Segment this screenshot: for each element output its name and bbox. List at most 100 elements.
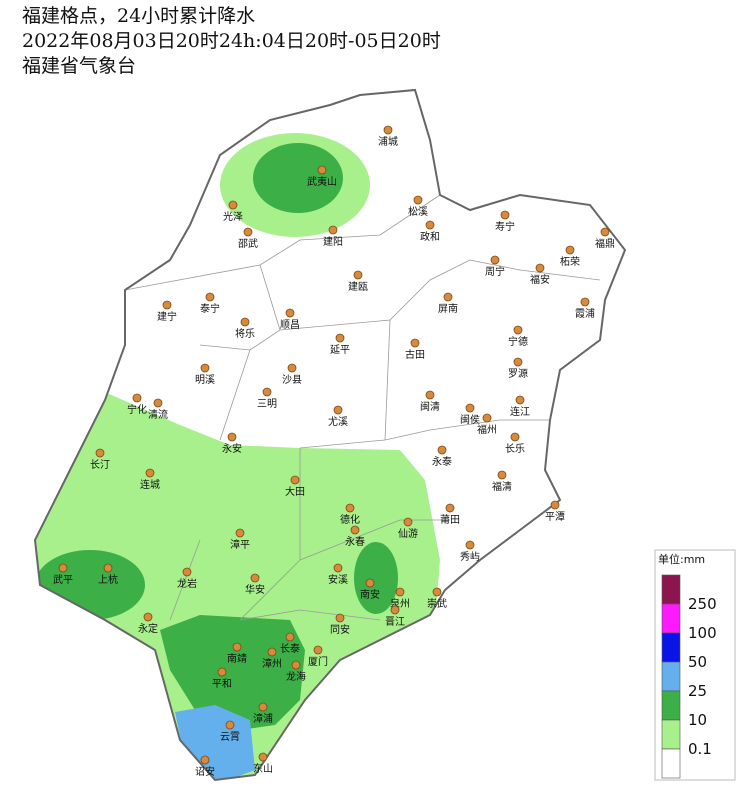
rain-moderate <box>160 615 305 730</box>
province-border <box>33 88 627 782</box>
city-label: 沙县 <box>282 374 302 386</box>
city-dot <box>345 503 355 513</box>
city-dot <box>550 500 560 510</box>
city-label: 武平 <box>53 573 73 586</box>
city-dot <box>390 605 400 615</box>
city-label: 连城 <box>140 478 160 491</box>
city-label: 政和 <box>420 230 440 243</box>
city-label: 平潭 <box>545 511 565 523</box>
city-label: 寿宁 <box>495 220 515 233</box>
city-label: 建瓯 <box>348 280 368 293</box>
issuer: 福建省气象台 <box>22 55 137 77</box>
legend-swatch <box>661 603 681 634</box>
city-label: 宁化 <box>127 403 147 416</box>
city-dot <box>403 517 413 527</box>
city-label: 泰宁 <box>200 302 220 315</box>
city-dot <box>145 468 155 478</box>
city-label: 福清 <box>492 480 512 493</box>
city-dot <box>132 393 142 403</box>
legend-swatch <box>661 719 681 750</box>
city-dot <box>333 405 343 415</box>
title: 福建格点，24小时累计降水 <box>22 5 256 27</box>
city-dot <box>425 220 435 230</box>
city-dot <box>350 525 360 535</box>
city-dot <box>227 432 237 442</box>
legend-swatch <box>661 690 681 721</box>
city-dot <box>258 702 268 712</box>
city-label: 建宁 <box>157 310 177 323</box>
city-label: 莆田 <box>440 513 460 526</box>
city-dot <box>250 573 260 583</box>
city-dot <box>353 270 363 280</box>
city-label: 周宁 <box>485 265 505 278</box>
city-label: 福鼎 <box>595 237 615 250</box>
city-label: 武夷山 <box>307 175 337 188</box>
city-label: 厦门 <box>308 655 328 668</box>
city-dot <box>482 413 492 423</box>
legend-label: 0.1 <box>688 740 712 758</box>
city-label: 漳平 <box>230 538 250 551</box>
rain-moderate <box>35 550 145 620</box>
city-dot <box>240 317 250 327</box>
city-label: 清流 <box>148 408 168 421</box>
city-label: 漳浦 <box>253 712 273 725</box>
city-dot <box>465 540 475 550</box>
legend-label: 10 <box>688 711 707 729</box>
city-label: 龙岩 <box>177 577 197 590</box>
city-label: 浦城 <box>378 135 398 148</box>
city-dot <box>490 255 500 265</box>
city-label: 闽侯 <box>460 413 480 426</box>
city-dot <box>143 612 153 622</box>
city-label: 安溪 <box>328 573 348 586</box>
city-label: 崇武 <box>427 597 447 610</box>
city-dot <box>58 563 68 573</box>
city-dot <box>290 475 300 485</box>
city-label: 龙海 <box>286 670 306 683</box>
city-dot <box>95 448 105 458</box>
city-dot <box>162 300 172 310</box>
city-dot <box>313 645 323 655</box>
city-dot <box>443 292 453 302</box>
city-label: 延平 <box>330 344 350 356</box>
legend-label: 50 <box>688 653 707 671</box>
city-label: 东山 <box>253 762 273 775</box>
city-label: 秀屿 <box>460 551 480 563</box>
city-dot <box>437 445 447 455</box>
city-label: 宁德 <box>508 335 528 348</box>
city-dot <box>465 403 475 413</box>
city-dot <box>328 225 338 235</box>
city-dot <box>500 210 510 220</box>
city-dot <box>285 308 295 318</box>
city-dot <box>535 263 545 273</box>
city-dot <box>225 720 235 730</box>
header: 福建格点，24小时累计降水 2022年08月03日20时24h:04日20时-0… <box>22 4 441 79</box>
city-dot <box>232 642 242 652</box>
city-label: 连江 <box>510 405 530 418</box>
city-label: 建阳 <box>323 235 343 248</box>
city-dot <box>515 395 525 405</box>
legend-swatch <box>661 632 681 663</box>
city-label: 柘荣 <box>560 255 580 268</box>
city-dot <box>287 363 297 373</box>
city-dot <box>285 632 295 642</box>
city-dot <box>600 227 610 237</box>
city-dot <box>317 165 327 175</box>
rain-moderate <box>354 542 398 614</box>
legend-label: 25 <box>688 682 707 700</box>
city-label: 古田 <box>405 348 425 361</box>
city-label: 松溪 <box>408 205 428 218</box>
city-dot <box>425 390 435 400</box>
city-label: 福州 <box>477 423 497 436</box>
city-dot <box>580 297 590 307</box>
city-dot <box>228 200 238 210</box>
city-label: 三明 <box>257 398 277 410</box>
city-dot <box>335 333 345 343</box>
city-dot <box>497 470 507 480</box>
city-label: 霞浦 <box>575 307 595 320</box>
city-label: 德化 <box>340 513 360 526</box>
city-label: 明溪 <box>195 374 215 386</box>
legend-swatch <box>661 574 681 605</box>
city-label: 南安 <box>360 588 380 601</box>
city-label: 长泰 <box>280 642 300 655</box>
city-dot <box>217 667 227 677</box>
